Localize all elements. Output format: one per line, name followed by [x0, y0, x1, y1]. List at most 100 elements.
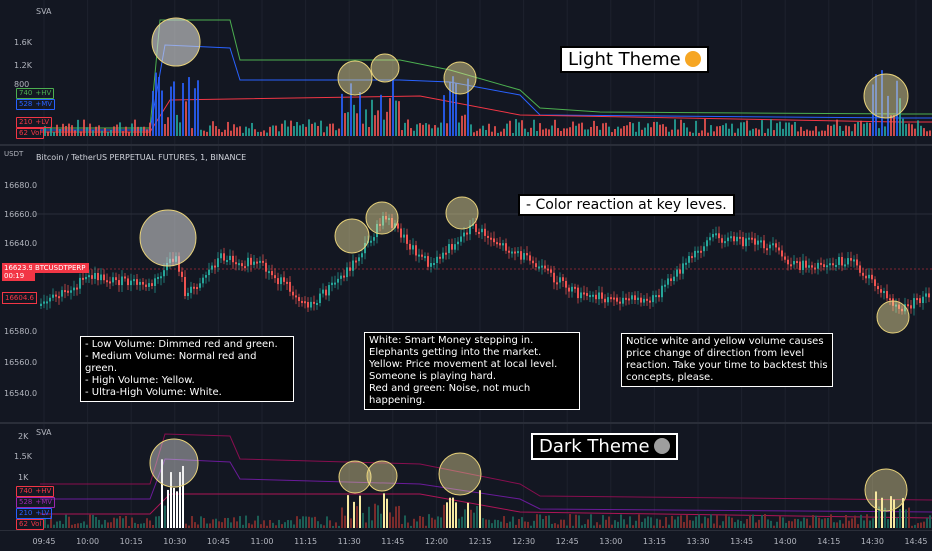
volume-bar — [326, 126, 328, 136]
candle-body — [511, 251, 513, 254]
candle-body — [148, 283, 150, 287]
volume-bar — [857, 121, 859, 136]
volume-bar — [383, 493, 385, 528]
volume-bar — [299, 519, 301, 528]
volume-bar — [776, 123, 778, 136]
candle-body — [88, 275, 90, 278]
highlight-circle — [365, 201, 399, 235]
candle-body — [661, 285, 663, 298]
volume-bar — [101, 524, 103, 528]
volume-bar — [275, 525, 277, 528]
candle-body — [541, 265, 543, 268]
top-volume-pane[interactable]: SVA 1.6K 1.2K 800 740 +HV 528 +MV 210 +LV 6… — [0, 0, 932, 144]
volume-bar — [557, 524, 559, 528]
candle-body — [526, 253, 528, 256]
candle-body — [604, 298, 606, 303]
candle-body — [229, 255, 231, 261]
volume-bar — [101, 130, 103, 136]
volume-bar — [116, 518, 118, 528]
volume-bar — [107, 131, 109, 136]
volume-bar — [200, 129, 202, 136]
candle-body — [883, 291, 885, 294]
candle-body — [76, 287, 78, 290]
candle-body — [616, 297, 618, 302]
volume-bar — [254, 520, 256, 528]
volume-bar — [905, 124, 907, 136]
volume-bar — [716, 515, 718, 528]
candle-body — [460, 236, 462, 242]
candle-body — [835, 264, 837, 267]
candle-body — [508, 250, 510, 253]
volume-bar — [452, 76, 454, 136]
volume-bar — [419, 123, 421, 136]
candle-body — [433, 262, 435, 265]
symbol-title[interactable]: Bitcoin / TetherUS PERPETUAL FUTURES, 1,… — [36, 153, 247, 162]
light-theme-label: Light Theme — [560, 46, 709, 73]
volume-bar — [404, 515, 406, 528]
bottom-indicator-name: SVA — [36, 428, 52, 437]
pane-separator[interactable] — [0, 422, 932, 424]
candle-body — [478, 231, 480, 234]
candle-body — [259, 260, 261, 263]
volume-bar — [692, 520, 694, 528]
candle-body — [331, 282, 333, 286]
candle-body — [118, 280, 120, 286]
volume-bar — [152, 525, 154, 528]
volume-bar — [929, 130, 931, 136]
candle-body — [208, 269, 210, 276]
volume-bar — [455, 83, 457, 136]
candle-body — [151, 283, 153, 286]
volume-bar — [695, 516, 697, 528]
candle-body — [676, 269, 678, 277]
volume-bar — [161, 90, 163, 136]
volume-bar — [827, 124, 829, 136]
volume-bar — [656, 121, 658, 136]
volume-bar — [740, 122, 742, 136]
volume-bar — [221, 132, 223, 136]
candle-body — [649, 300, 651, 303]
volume-bar — [482, 518, 484, 528]
volume-bar — [500, 521, 502, 528]
candle-body — [877, 286, 879, 290]
candle-body — [499, 243, 501, 246]
candle-body — [637, 297, 639, 300]
candle-body — [403, 234, 405, 238]
volume-bar — [92, 514, 94, 528]
volume-bar — [509, 120, 511, 136]
volume-bar — [176, 114, 178, 136]
volume-bar — [518, 519, 520, 528]
volume-bar — [308, 119, 310, 136]
candle-body — [70, 290, 72, 293]
candle-body — [700, 250, 702, 253]
bottom-volume-pane[interactable] — [0, 424, 932, 530]
volume-bar — [440, 122, 442, 136]
volume-bar — [56, 521, 58, 528]
volume-bar — [608, 516, 610, 528]
volume-bar — [770, 119, 772, 136]
volume-bar — [224, 129, 226, 136]
volume-bar — [173, 81, 175, 136]
volume-bar — [767, 128, 769, 136]
volume-bar — [647, 516, 649, 528]
volume-bar — [188, 77, 190, 136]
volume-bar — [56, 124, 58, 136]
candle-body — [532, 260, 534, 264]
candle-body — [322, 289, 324, 294]
volume-bar — [77, 523, 79, 528]
candle-body — [247, 257, 249, 267]
volume-bar — [605, 122, 607, 136]
pane-separator[interactable] — [0, 144, 932, 146]
volume-bar — [269, 520, 271, 528]
highlight-circle — [334, 218, 370, 254]
volume-bar — [551, 125, 553, 136]
time-axis[interactable]: 09:45 10:00 10:15 10:30 10:45 11:00 11:15 11:30… — [0, 530, 932, 551]
volume-bar — [206, 523, 208, 528]
candle-body — [484, 228, 486, 236]
volume-bar — [671, 515, 673, 528]
candle-body — [115, 277, 117, 281]
volume-bar — [404, 122, 406, 136]
volume-bar — [557, 128, 559, 136]
volume-bar — [542, 518, 544, 528]
candle-body — [535, 263, 537, 268]
candle-body — [562, 277, 564, 281]
